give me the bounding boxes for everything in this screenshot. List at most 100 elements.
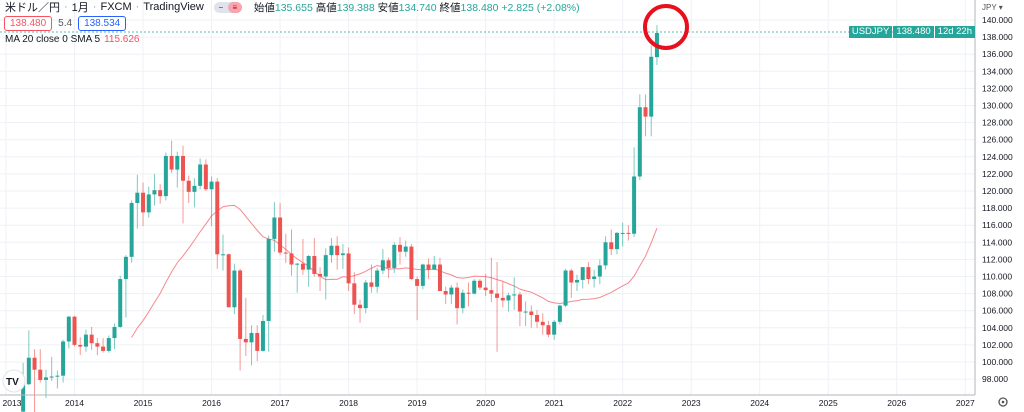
exchange: FXCM [100,1,132,13]
candle-body [460,292,465,309]
candle-body [626,232,631,234]
candle [83,329,88,352]
tradingview-logo: TV [2,369,26,393]
interval[interactable]: 1月 [71,2,89,14]
candle [392,242,397,274]
candle [329,238,334,263]
toggle-button[interactable]: − ≡ [213,1,242,13]
candle-body [249,332,254,343]
candle-body [643,107,648,117]
candle [637,94,642,180]
highlight-circle-annotation [643,4,689,50]
candle [603,236,608,270]
candle [220,234,225,271]
candle-body [386,260,391,268]
candle [43,369,48,398]
y-tick-label: 122.000 [982,169,1013,179]
candle [158,184,163,204]
candle-body [449,287,454,295]
y-tick-label: 116.000 [982,220,1012,230]
candle-body [283,252,288,254]
y-tick-label: 138.000 [982,32,1013,42]
candle-body [614,232,619,250]
candle-body [346,253,351,284]
y-tick-label: 100.000 [982,357,1013,367]
sell-button[interactable]: 138.480 [4,16,53,31]
candle [500,281,505,308]
x-tick-label: 2013 [3,398,22,408]
candle-body [198,164,203,186]
candle [238,268,243,371]
candle [26,330,31,386]
candle [512,277,517,310]
candle-body [563,270,568,306]
candle-body [415,279,420,286]
candle-body [443,291,448,295]
candle-body [226,254,231,308]
candle [369,264,374,293]
candle-body [569,270,574,283]
candle [569,268,574,298]
candle [66,315,71,349]
candle-body [66,316,71,342]
candle-body [609,242,614,250]
candle-body [272,217,277,239]
x-tick-label: 2021 [545,398,564,408]
candle-body [329,245,334,256]
indicator-legend[interactable]: MA 20 close 0 SMA 5 115.626 [5,34,140,45]
candle [203,159,208,191]
candle [106,335,111,353]
y-tick-label: 120.000 [982,186,1013,196]
candle [260,314,265,352]
candle [283,233,288,263]
candle [141,182,146,227]
x-tick-label: 2016 [202,398,221,408]
candle-body [306,255,311,270]
last-price-tag: 138.480 [893,26,934,38]
candle-body [186,180,191,192]
candle-body [512,294,517,296]
y-tick-label: 102.000 [982,340,1013,350]
candle [135,174,140,229]
candle [323,248,328,300]
candle-body [32,357,37,370]
buy-button[interactable]: 138.534 [78,16,127,31]
candle [586,261,591,285]
candle-body [369,282,374,287]
candle-body [146,194,151,213]
candle-body [432,264,437,270]
currency-label[interactable]: JPY ▾ [982,3,1003,12]
candle-body [620,232,625,234]
candle [375,267,380,293]
candle [592,269,597,288]
candle [232,263,237,315]
candle [563,268,568,308]
candle [529,305,534,328]
candle-body [529,311,534,315]
candle-body [592,276,597,280]
candle-body [649,56,654,117]
bar-countdown-tag: 12d 22h [934,26,975,38]
candle [397,237,402,265]
source: TradingView [143,1,204,13]
candle-body [38,369,43,380]
settings-icon[interactable] [998,397,1008,407]
candle [489,257,494,303]
candle [346,247,351,292]
candle [318,267,323,292]
candle-body [403,246,408,252]
x-tick-label: 2022 [613,398,632,408]
y-tick-label: 112.000 [982,254,1012,264]
candle [89,326,94,351]
y-tick-label: 124.000 [982,152,1013,162]
candle [535,309,540,328]
candle-body [260,320,265,351]
candle [32,349,37,412]
candle-body [455,287,460,309]
candle-body [546,325,551,335]
candle [243,297,248,357]
symbol-name[interactable]: 米ドル／円 [5,2,60,14]
x-tick-label: 2025 [819,398,838,408]
candle-body [83,334,88,347]
